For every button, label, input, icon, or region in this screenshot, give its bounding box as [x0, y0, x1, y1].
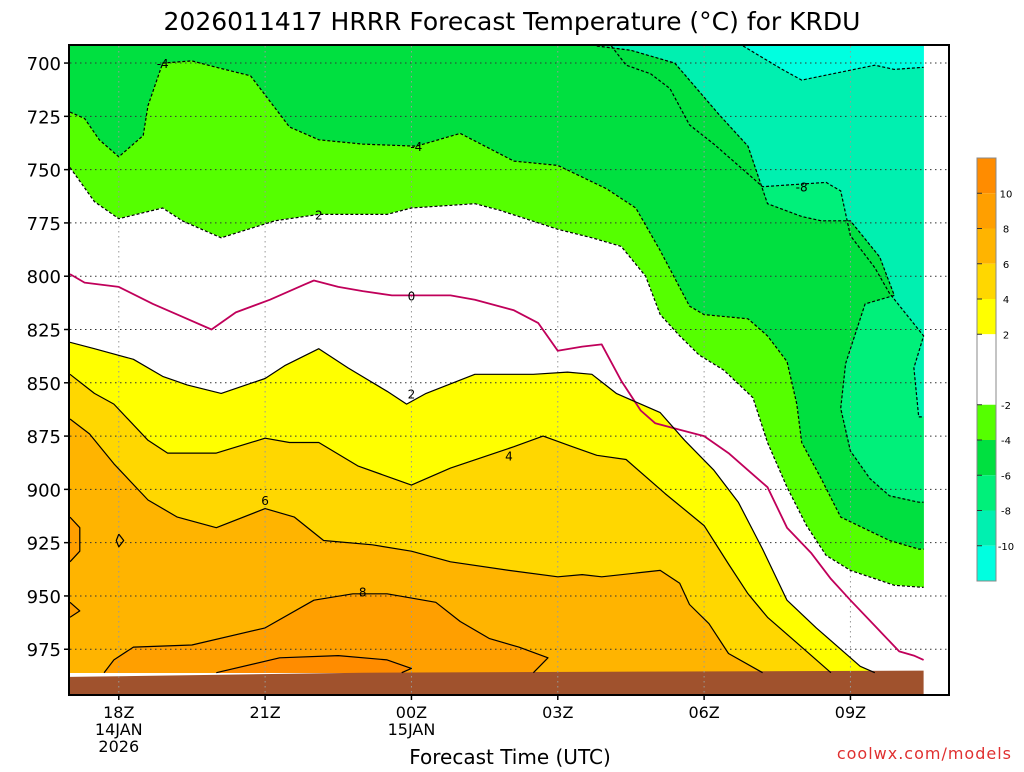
colorbar-band — [977, 229, 996, 264]
x-tick-label: 09Z — [835, 703, 866, 722]
y-tick-label: 725 — [27, 107, 61, 128]
colorbar-band — [977, 334, 996, 405]
credit-link[interactable]: coolwx.com/models — [837, 744, 1012, 763]
colorbar-band — [977, 511, 996, 546]
colorbar-label: 8 — [1003, 225, 1009, 236]
colorbar-label: -6 — [1001, 471, 1011, 482]
contour-label: -4 — [410, 140, 422, 154]
x-tick-label: 18Z 14JAN 2026 — [95, 703, 143, 756]
colorbar-band — [977, 546, 996, 581]
colorbar-label: 2 — [1003, 330, 1009, 341]
contour-label: -8 — [796, 181, 808, 195]
contour-label: 4 — [505, 449, 513, 463]
contour-label: -4 — [157, 57, 169, 71]
y-tick-label: 950 — [27, 587, 61, 608]
temperature-fill-regions — [70, 46, 948, 694]
x-tick-label: 03Z — [542, 703, 573, 722]
colorbar-legend: 10 8 6 4 2 -2 -4 -6 -8 -10 — [977, 158, 1014, 581]
x-tick-label-line: 09Z — [835, 703, 866, 722]
y-tick-label: 975 — [27, 640, 61, 661]
colorbar-label: 10 — [1000, 189, 1013, 200]
y-tick-label: 750 — [27, 161, 61, 182]
colorbar-band — [977, 299, 996, 334]
y-tick-label: 900 — [27, 480, 61, 501]
x-axis-label: Forecast Time (UTC) — [409, 745, 611, 768]
y-tick-label: 800 — [27, 267, 61, 288]
contour-label: 8 — [359, 586, 367, 600]
colorbar-label: -8 — [1001, 507, 1011, 518]
colorbar-label: -4 — [1001, 436, 1011, 447]
contour-label: 0 — [408, 289, 416, 303]
y-tick-label: 875 — [27, 427, 61, 448]
x-tick-label: 21Z — [249, 703, 280, 722]
colorbar-label: -2 — [1001, 401, 1011, 412]
colorbar-label: -10 — [998, 542, 1014, 553]
colorbar-band — [977, 405, 996, 440]
y-axis: 700 725 750 775 800 825 850 875 900 925 950 975 — [27, 54, 70, 661]
y-tick-label: 850 — [27, 374, 61, 395]
contour-label: 6 — [261, 494, 269, 508]
x-tick-label-line: 21Z — [249, 703, 280, 722]
x-tick-label-line: 06Z — [688, 703, 719, 722]
colorbar-band — [977, 193, 996, 228]
y-tick-label: 925 — [27, 534, 61, 555]
y-tick-label: 775 — [27, 214, 61, 235]
colorbar-band — [977, 440, 996, 475]
colorbar-band — [977, 158, 996, 193]
y-tick-label: 700 — [27, 54, 61, 75]
contour-label: 2 — [408, 387, 416, 401]
colorbar-band — [977, 264, 996, 299]
colorbar-label: 4 — [1003, 295, 1009, 306]
y-tick-label: 825 — [27, 321, 61, 342]
chart-title: 2026011417 HRRR Forecast Temperature (°C… — [164, 7, 861, 36]
x-tick-label-line: 2026 — [98, 737, 139, 756]
x-tick-label: 06Z — [688, 703, 719, 722]
colorbar-band — [977, 475, 996, 510]
contour-label: 2 — [315, 208, 323, 222]
colorbar-label: 6 — [1003, 260, 1009, 271]
x-tick-label: 00Z 15JAN — [388, 703, 436, 739]
x-tick-label-line: 15JAN — [388, 720, 436, 739]
x-tick-label-line: 03Z — [542, 703, 573, 722]
